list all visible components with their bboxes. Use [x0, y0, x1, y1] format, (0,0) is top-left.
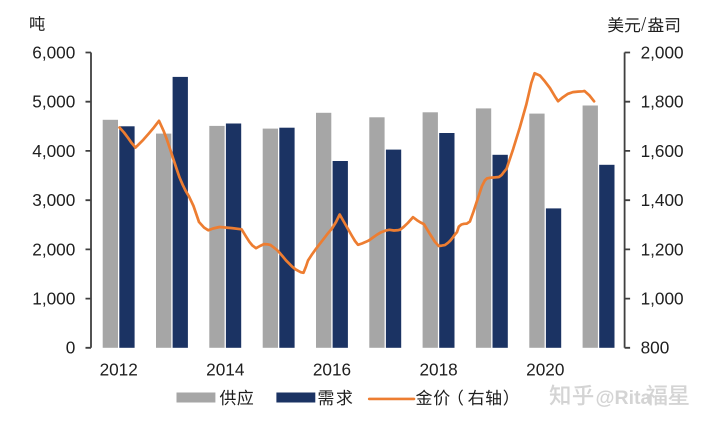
svg-text:0: 0: [66, 338, 76, 358]
svg-text:800: 800: [641, 338, 670, 358]
svg-text:4,000: 4,000: [32, 141, 75, 161]
svg-text:5,000: 5,000: [32, 92, 75, 112]
svg-text:@Rita: @Rita: [596, 387, 652, 409]
svg-text:2,000: 2,000: [641, 42, 684, 62]
svg-text:2014: 2014: [206, 359, 245, 379]
svg-text:2018: 2018: [419, 359, 457, 379]
svg-text:2,000: 2,000: [32, 239, 75, 259]
svg-text:1,200: 1,200: [641, 239, 684, 259]
svg-text:6,000: 6,000: [32, 42, 75, 62]
svg-text:2020: 2020: [526, 359, 564, 379]
svg-text:1,000: 1,000: [32, 289, 75, 309]
svg-text:1,400: 1,400: [641, 190, 684, 210]
svg-text:3,000: 3,000: [32, 190, 75, 210]
svg-text:1,800: 1,800: [641, 92, 684, 112]
svg-text:2012: 2012: [100, 359, 138, 379]
svg-text:1,000: 1,000: [641, 289, 684, 309]
svg-text:2016: 2016: [313, 359, 351, 379]
svg-text:1,600: 1,600: [641, 141, 684, 161]
